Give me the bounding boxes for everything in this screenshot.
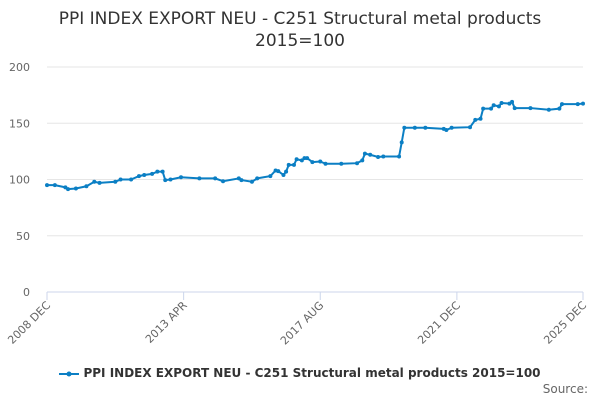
data-point	[496, 104, 501, 109]
legend-label: PPI INDEX EXPORT NEU - C251 Structural m…	[83, 366, 541, 380]
data-point	[239, 178, 244, 183]
data-point	[362, 151, 367, 156]
data-point	[402, 125, 407, 130]
data-point	[368, 152, 373, 157]
data-point	[286, 162, 291, 167]
data-point	[136, 174, 141, 179]
data-point	[249, 179, 254, 184]
series-line	[47, 100, 584, 191]
data-point	[423, 125, 428, 130]
y-tick-label: 50	[16, 230, 30, 243]
data-point	[113, 179, 118, 184]
data-point	[478, 116, 483, 121]
data-point	[399, 140, 404, 145]
data-point	[294, 157, 299, 162]
data-point	[575, 102, 580, 107]
data-point	[97, 180, 102, 185]
data-point	[310, 160, 315, 165]
data-point	[276, 169, 281, 174]
data-point	[581, 101, 585, 106]
data-point	[118, 177, 123, 182]
data-point	[491, 103, 496, 108]
x-tick-label: 2021 DEC	[415, 299, 463, 347]
data-point	[481, 106, 486, 111]
source-label: Source:	[542, 382, 588, 396]
data-point	[92, 179, 97, 184]
data-point	[197, 176, 202, 181]
data-point	[84, 184, 89, 189]
data-point	[52, 183, 57, 188]
legend-line-marker-icon	[59, 371, 80, 376]
data-point	[129, 177, 134, 182]
data-point	[444, 128, 449, 132]
data-point	[360, 158, 365, 163]
data-point	[284, 169, 289, 174]
data-point	[168, 177, 173, 182]
data-point	[221, 179, 226, 184]
data-point	[45, 183, 49, 188]
data-point	[66, 187, 71, 192]
data-point	[155, 169, 160, 174]
data-point	[179, 175, 183, 180]
chart-title-main: PPI INDEX EXPORT NEU - C251 Structural m…	[58, 9, 542, 29]
data-point	[376, 155, 381, 159]
data-point	[291, 162, 296, 167]
x-tick-label: 2025 DEC	[541, 299, 589, 347]
x-tick-label: 2017 AUG	[278, 299, 327, 348]
data-point	[546, 107, 551, 112]
data-point	[397, 154, 402, 159]
data-point	[489, 106, 494, 111]
y-tick-label: 150	[9, 117, 30, 130]
data-point	[512, 106, 517, 111]
data-point	[281, 173, 286, 177]
x-tick-label: 2013 APR	[143, 299, 190, 346]
x-tick-label: 2008 DEC	[5, 299, 53, 347]
data-point	[449, 125, 454, 130]
data-point	[213, 176, 218, 181]
data-point	[318, 159, 323, 164]
data-point	[381, 154, 386, 159]
data-point	[412, 125, 417, 130]
y-tick-label: 0	[23, 286, 30, 299]
chart-title: PPI INDEX EXPORT NEU - C251 Structural m…	[0, 8, 600, 52]
data-point	[468, 125, 473, 130]
y-tick-label: 100	[9, 174, 30, 187]
legend[interactable]: PPI INDEX EXPORT NEU - C251 Structural m…	[0, 366, 600, 380]
data-point	[163, 178, 168, 183]
data-point	[299, 158, 304, 163]
data-point	[268, 174, 273, 179]
data-point	[255, 176, 260, 181]
data-point	[73, 186, 78, 191]
data-point	[557, 106, 562, 111]
data-point	[160, 169, 165, 174]
y-tick-label: 200	[9, 61, 30, 74]
data-point	[323, 161, 328, 166]
data-point	[305, 156, 310, 161]
data-point	[142, 173, 147, 177]
data-point	[499, 101, 504, 105]
data-point	[528, 106, 533, 111]
data-point	[473, 117, 478, 122]
chart-subtitle: 2015=100	[255, 31, 345, 51]
data-point	[355, 161, 360, 166]
data-point	[510, 99, 515, 104]
data-point	[339, 161, 344, 166]
data-point	[559, 102, 564, 107]
data-point	[150, 171, 155, 176]
